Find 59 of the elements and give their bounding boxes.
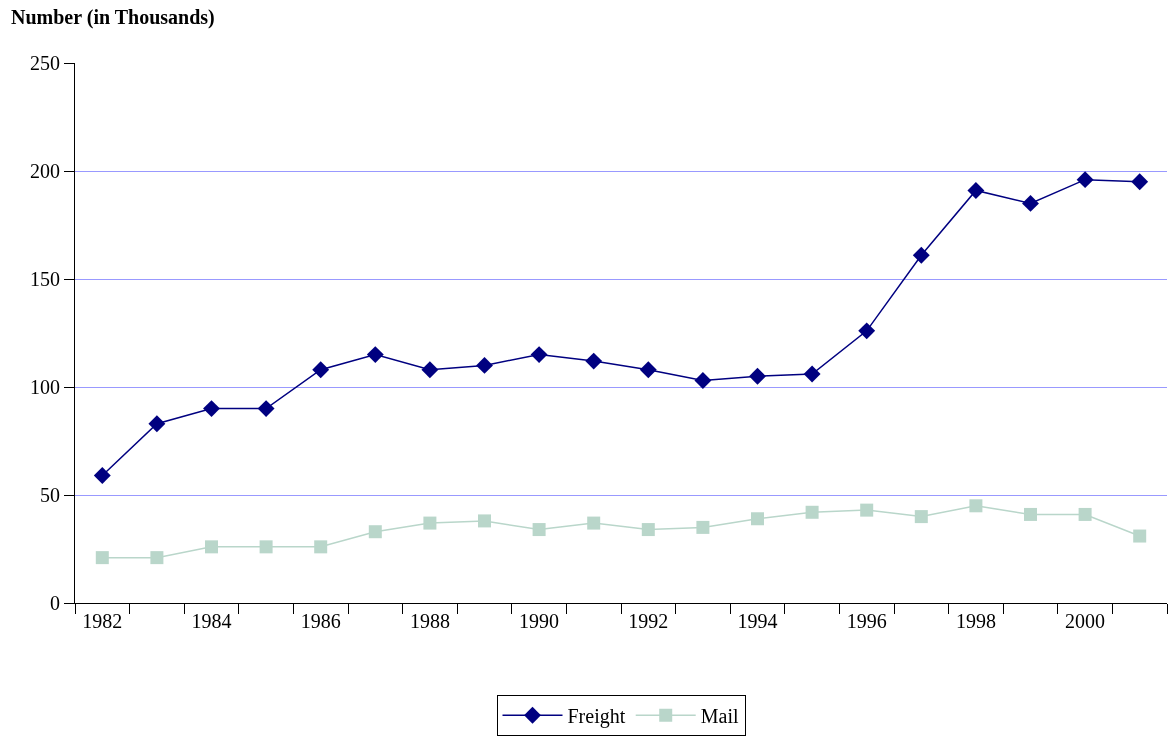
x-tick-label: 2000 (1065, 610, 1106, 632)
point (423, 516, 437, 530)
point (314, 540, 328, 554)
x-tick-label: 1998 (955, 610, 996, 632)
point (150, 551, 164, 565)
legend-label: Freight (567, 705, 626, 729)
point (478, 514, 491, 528)
x-tick-label: 1984 (191, 610, 232, 632)
point (312, 361, 330, 379)
point (257, 400, 275, 418)
x-tick-label: 1994 (737, 610, 778, 632)
point (585, 352, 603, 370)
point (1131, 173, 1149, 191)
point (530, 346, 548, 364)
point (803, 365, 821, 383)
point (368, 525, 382, 539)
point (696, 520, 710, 534)
point (641, 523, 655, 537)
point (205, 540, 218, 554)
x-tick-label: 1988 (409, 610, 450, 632)
point (476, 356, 493, 374)
point (805, 505, 819, 519)
point (421, 361, 439, 379)
point (969, 499, 983, 513)
point (1078, 507, 1092, 521)
point (1133, 529, 1147, 543)
point (1076, 171, 1094, 189)
point (914, 510, 928, 524)
point (912, 246, 930, 264)
point (1024, 507, 1037, 521)
point (203, 400, 220, 418)
point (694, 372, 712, 389)
point (148, 415, 166, 433)
point (751, 512, 764, 526)
legend-label: Mail (700, 705, 739, 728)
point (587, 516, 601, 530)
point (366, 346, 384, 364)
point (1022, 194, 1039, 212)
x-tick-label: 1990 (519, 610, 560, 632)
y-tick-label: 200 (30, 160, 60, 182)
x-tick-label: 1992 (628, 610, 669, 632)
point (967, 181, 985, 199)
point (858, 322, 876, 340)
x-tick-label: 1996 (846, 610, 887, 632)
point (860, 503, 874, 517)
y-tick-label: 250 (30, 52, 60, 74)
point (95, 551, 109, 565)
point (259, 540, 273, 554)
y-tick-label: 0 (50, 592, 60, 614)
y-tick-label: 50 (40, 484, 60, 506)
y-axis-title: Number (in Thousands) (11, 6, 215, 29)
point (93, 467, 111, 485)
x-tick-label: 1986 (300, 610, 341, 632)
y-tick-label: 100 (30, 376, 60, 398)
point (532, 523, 546, 537)
point (749, 367, 766, 385)
y-tick-label: 150 (30, 268, 60, 290)
point (639, 361, 657, 379)
x-tick-label: 1982 (82, 610, 123, 632)
